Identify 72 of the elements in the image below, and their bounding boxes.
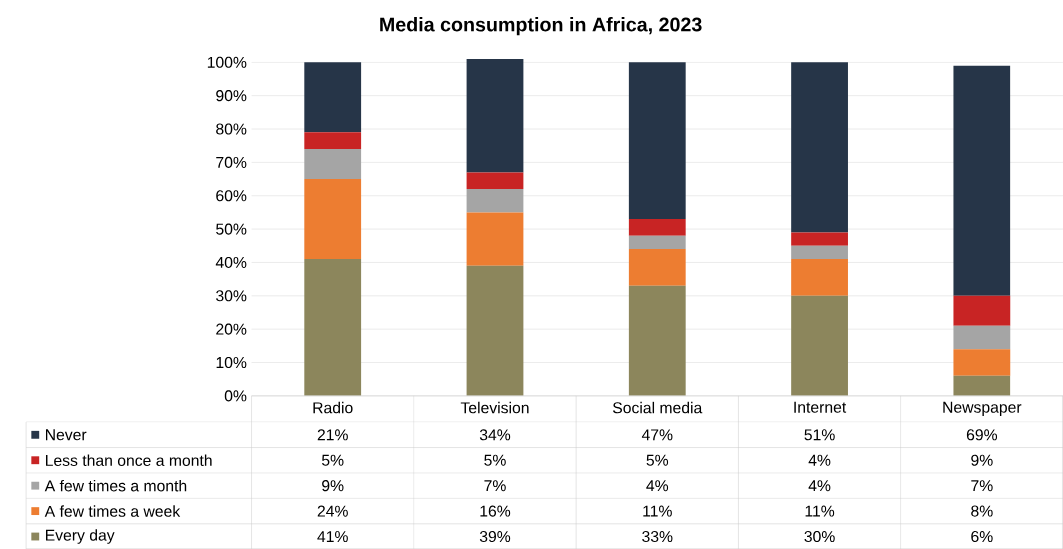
bar [466, 188, 524, 213]
bar [628, 62, 686, 219]
data-label: 11% [643, 505, 672, 517]
x-tick-label: Radio [313, 401, 353, 414]
data-label: 24% [317, 505, 348, 517]
bar [628, 248, 686, 286]
data-label: 21% [317, 429, 348, 441]
bar [304, 178, 362, 259]
bar [628, 218, 686, 236]
bar [953, 65, 1011, 296]
y-tick-label: 30% [216, 290, 247, 302]
legend-label: A few times a month [44, 479, 187, 492]
data-label: 11% [805, 505, 835, 517]
data-label: 6% [971, 530, 993, 542]
data-label: 5% [646, 454, 669, 466]
x-tick-label: Television [460, 401, 529, 414]
y-tick-label: 40% [215, 256, 247, 268]
bar [466, 265, 524, 396]
data-label: 7% [484, 480, 506, 492]
bar [466, 172, 524, 189]
data-label: 4% [808, 480, 831, 492]
data-label: 34% [479, 429, 511, 441]
bar [791, 258, 848, 296]
legend-label: Less than once a month [46, 454, 212, 466]
legend-label: Never [46, 429, 87, 441]
bar [304, 62, 362, 133]
y-tick-label: 100% [207, 56, 247, 68]
y-tick-label: 10% [216, 356, 247, 368]
bar [953, 375, 1011, 396]
bar [628, 285, 686, 396]
bar [953, 295, 1011, 326]
bar [791, 295, 848, 396]
data-label: 69% [966, 429, 998, 441]
y-tick-label: 20% [216, 323, 247, 335]
bar [304, 132, 362, 149]
data-label: 30% [804, 530, 835, 542]
bar [953, 325, 1011, 350]
y-tick-label: 80% [216, 123, 247, 135]
x-tick-label: Social media [612, 401, 703, 414]
data-label: 4% [808, 454, 831, 466]
data-label: 9% [322, 479, 344, 492]
y-tick-label: 70% [216, 156, 247, 168]
bar [304, 258, 362, 396]
bar [304, 148, 362, 179]
legend-label: A few times a week [44, 505, 181, 517]
bar [466, 58, 524, 173]
bar [628, 235, 686, 249]
bar [791, 62, 848, 233]
x-tick-label: Internet [794, 401, 847, 413]
legend-label: Every day [46, 529, 115, 544]
data-label: 51% [804, 429, 835, 441]
y-tick-label: 50% [216, 223, 247, 235]
data-label: 7% [971, 480, 993, 492]
y-tick-label: 90% [216, 89, 247, 102]
data-label: 9% [971, 454, 993, 466]
data-label: 16% [480, 505, 511, 517]
y-tick-label: 60% [216, 190, 247, 202]
x-tick-label: Newspaper [943, 401, 1022, 416]
bar [466, 212, 524, 266]
data-label: 41% [317, 530, 348, 542]
bar [791, 245, 848, 259]
data-label: 4% [646, 480, 669, 492]
data-label: 33% [642, 530, 673, 542]
data-label: 5% [484, 454, 506, 466]
bar [953, 349, 1011, 376]
y-tick-label: 0% [224, 390, 247, 402]
data-label: 8% [971, 505, 993, 517]
data-label: 39% [479, 530, 511, 542]
data-label: 5% [321, 454, 344, 466]
data-label: 47% [641, 429, 673, 441]
chart-title: Media consumption in Africa, 2023 [380, 16, 702, 36]
bar [791, 232, 848, 246]
